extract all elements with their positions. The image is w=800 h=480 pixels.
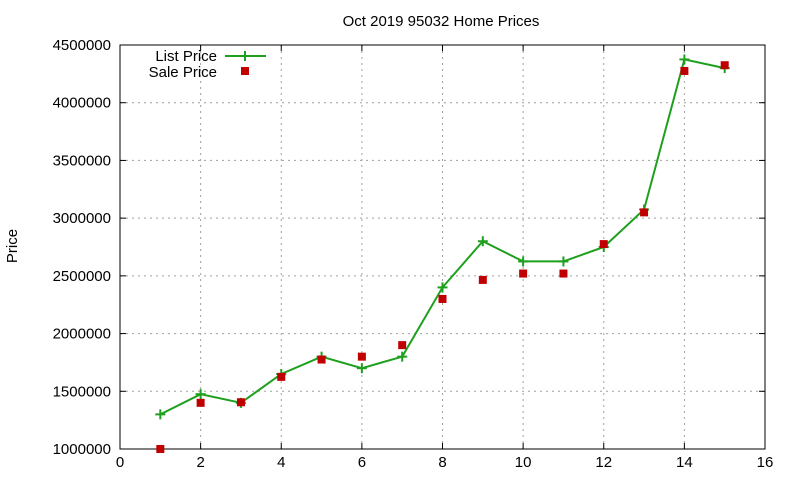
y-tick-label: 1000000 — [53, 441, 111, 458]
sale-price-point — [357, 352, 366, 361]
x-tick-label: 6 — [358, 454, 366, 471]
y-tick-label: 1500000 — [53, 383, 111, 400]
y-tick-label: 2000000 — [53, 326, 111, 343]
sale-price-point — [236, 398, 245, 407]
x-tick-label: 0 — [116, 454, 124, 471]
x-tick-label: 16 — [757, 454, 774, 471]
sale-price-point — [277, 372, 286, 381]
list-price-point — [356, 363, 367, 374]
list-price-point — [518, 256, 529, 267]
x-tick-label: 12 — [595, 454, 612, 471]
sale-price-point — [196, 398, 205, 407]
legend-plus-marker — [240, 51, 250, 61]
list-price-point — [155, 409, 166, 420]
sale-price-point — [720, 61, 729, 70]
sale-price-point — [680, 66, 689, 75]
list-price-point — [397, 351, 408, 362]
x-tick-label: 14 — [676, 454, 693, 471]
legend: List Price Sale Price — [149, 48, 266, 81]
list-price-point — [477, 236, 488, 247]
x-tick-label: 8 — [438, 454, 446, 471]
y-axis-label: Price — [4, 229, 21, 263]
x-tick-label: 10 — [515, 454, 532, 471]
list-price-point — [679, 54, 690, 65]
list-price-point — [437, 282, 448, 293]
chart-title: Oct 2019 95032 Home Prices — [343, 13, 540, 30]
sale-price-point — [398, 341, 407, 350]
legend-square-marker — [241, 67, 249, 75]
list-price-point — [195, 389, 206, 400]
sale-price-point — [478, 275, 487, 284]
sale-price-point — [599, 240, 608, 249]
sale-price-point — [640, 208, 649, 217]
axis-ticks: 0 2 4 6 8 10 12 14 16 1000000 1500000 2000000 250000… — [53, 37, 774, 471]
y-tick-label: 4000000 — [53, 95, 111, 112]
sale-price-point — [519, 269, 528, 278]
y-tick-label: 4500000 — [53, 37, 111, 54]
list-price-point — [558, 256, 569, 267]
sale-price-point — [438, 294, 447, 303]
x-tick-label: 2 — [196, 454, 204, 471]
grid-lines — [120, 45, 765, 449]
sale-price-point — [156, 445, 165, 453]
legend-label-sale-price: Sale Price — [149, 64, 217, 81]
y-tick-label: 3500000 — [53, 152, 111, 169]
sale-price-point — [317, 355, 326, 364]
legend-label-list-price: List Price — [155, 48, 217, 65]
y-tick-label: 3000000 — [53, 210, 111, 227]
data-series — [155, 54, 730, 453]
legend-plus — [240, 51, 250, 61]
x-tick-label: 4 — [277, 454, 285, 471]
sale-price-point — [559, 269, 568, 278]
y-tick-label: 2500000 — [53, 268, 111, 285]
